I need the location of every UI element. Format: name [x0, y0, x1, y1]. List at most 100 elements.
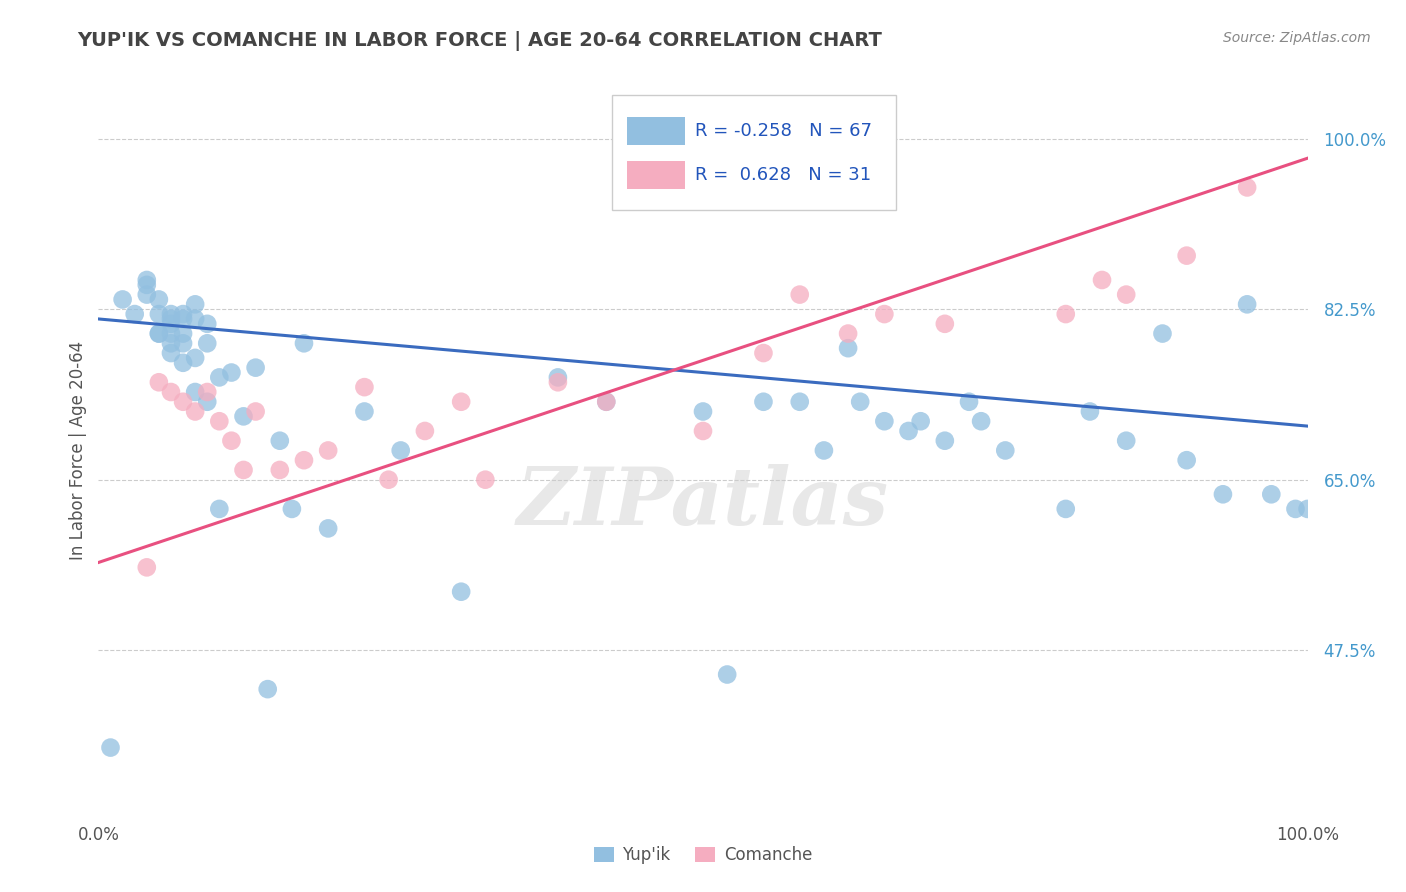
Point [1054, 502, 1077, 516]
Point [813, 443, 835, 458]
Point [752, 346, 775, 360]
Point [970, 414, 993, 428]
Point [135, 277, 157, 292]
Point [389, 443, 412, 458]
Point [195, 317, 218, 331]
Point [100, 740, 122, 755]
Point [184, 297, 207, 311]
Point [184, 404, 207, 418]
Point [1212, 487, 1234, 501]
Point [148, 293, 170, 307]
Point [256, 682, 278, 697]
Point [316, 443, 339, 458]
Point [184, 384, 207, 399]
Point [172, 307, 194, 321]
Point [195, 336, 218, 351]
Point [595, 394, 617, 409]
Point [1175, 249, 1198, 263]
Point [450, 584, 472, 599]
Point [269, 434, 291, 448]
Point [837, 326, 859, 341]
Point [1296, 502, 1319, 516]
Point [148, 307, 170, 321]
Point [1054, 307, 1077, 321]
Point [873, 414, 896, 428]
Point [1115, 287, 1137, 301]
Point [1091, 273, 1114, 287]
Point [994, 443, 1017, 458]
Point [752, 394, 775, 409]
FancyBboxPatch shape [613, 95, 897, 210]
Point [160, 336, 183, 351]
Point [160, 384, 183, 399]
Point [184, 351, 207, 365]
Point [172, 356, 194, 370]
Point [934, 434, 956, 448]
Text: YUP'IK VS COMANCHE IN LABOR FORCE | AGE 20-64 CORRELATION CHART: YUP'IK VS COMANCHE IN LABOR FORCE | AGE … [77, 31, 882, 51]
Point [208, 502, 231, 516]
Point [135, 560, 157, 574]
Point [281, 502, 304, 516]
Point [934, 317, 956, 331]
Point [716, 667, 738, 681]
Point [1260, 487, 1282, 501]
Point [160, 326, 183, 341]
Point [957, 394, 980, 409]
Point [148, 326, 170, 341]
Point [160, 307, 183, 321]
Point [595, 394, 617, 409]
Point [148, 376, 170, 390]
Point [547, 370, 569, 384]
Point [353, 404, 375, 418]
Point [450, 394, 472, 409]
Point [245, 360, 267, 375]
Text: R = -0.258   N = 67: R = -0.258 N = 67 [695, 121, 872, 140]
Point [232, 463, 254, 477]
Text: R =  0.628   N = 31: R = 0.628 N = 31 [695, 166, 870, 184]
Point [789, 287, 811, 301]
Point [292, 336, 315, 351]
Point [172, 326, 194, 341]
Point [873, 307, 896, 321]
Point [221, 434, 243, 448]
Point [221, 366, 243, 380]
Point [111, 293, 134, 307]
Point [160, 312, 183, 326]
Point [160, 317, 183, 331]
Point [547, 376, 569, 390]
Point [316, 521, 339, 535]
Point [245, 404, 267, 418]
Point [849, 394, 872, 409]
Point [208, 370, 231, 384]
Point [837, 341, 859, 355]
Point [413, 424, 436, 438]
Point [897, 424, 920, 438]
Text: ZIPatlas: ZIPatlas [517, 464, 889, 541]
Point [1236, 297, 1258, 311]
Point [124, 307, 146, 321]
Point [1078, 404, 1101, 418]
Y-axis label: In Labor Force | Age 20-64: In Labor Force | Age 20-64 [69, 341, 87, 560]
Point [1115, 434, 1137, 448]
Point [172, 394, 194, 409]
Point [910, 414, 932, 428]
Legend: Yup'ik, Comanche: Yup'ik, Comanche [593, 847, 813, 864]
Point [232, 409, 254, 424]
Point [135, 287, 157, 301]
Point [692, 424, 714, 438]
Point [195, 394, 218, 409]
Point [692, 404, 714, 418]
Point [1152, 326, 1174, 341]
Text: Source: ZipAtlas.com: Source: ZipAtlas.com [1223, 31, 1371, 45]
Point [160, 346, 183, 360]
Point [148, 326, 170, 341]
Point [292, 453, 315, 467]
Point [789, 394, 811, 409]
Point [184, 312, 207, 326]
Point [172, 336, 194, 351]
Point [1175, 453, 1198, 467]
Point [269, 463, 291, 477]
Point [172, 312, 194, 326]
Point [135, 273, 157, 287]
Point [195, 384, 218, 399]
